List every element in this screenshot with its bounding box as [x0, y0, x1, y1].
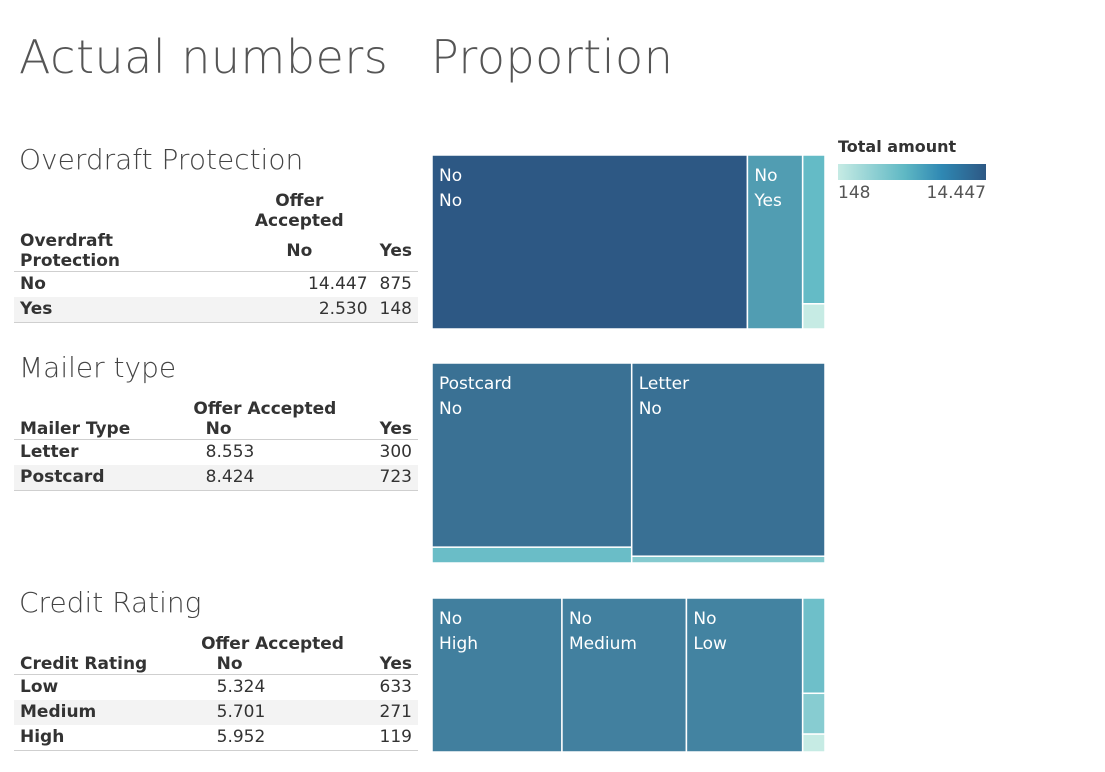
legend-max-label: 14.447 — [926, 183, 986, 203]
cell-no: 8.553 — [205, 442, 255, 462]
treemap-cell[interactable] — [801, 155, 825, 305]
row-label: Postcard — [14, 465, 168, 491]
column-header-no: No — [225, 231, 374, 272]
legend-min-label: 148 — [838, 183, 871, 203]
cell-no: 5.701 — [210, 700, 365, 725]
row-label: Yes — [14, 297, 214, 323]
table-row: Letter 8.553 300 — [14, 440, 418, 466]
treemap-cell[interactable] — [801, 303, 825, 329]
treemap-cell-label: No — [439, 191, 462, 211]
treemap-cell-label: No — [439, 166, 462, 186]
column-header-yes: Yes — [364, 654, 418, 675]
treemap-cell-label: No — [693, 609, 716, 629]
treemap-cell[interactable] — [801, 692, 825, 735]
section-title-credit: Credit Rating — [19, 586, 202, 619]
treemap-cell[interactable] — [630, 363, 825, 557]
row-label: No — [20, 274, 46, 294]
row-label: Low — [20, 677, 59, 697]
treemap-cell[interactable] — [432, 155, 749, 329]
column-header-no: No — [199, 419, 363, 440]
color-legend: Total amount 148 14.447 — [838, 137, 986, 203]
treemap-cell[interactable] — [561, 598, 688, 752]
row-header: Credit Rating — [14, 654, 181, 675]
crosstab-mailer: Offer Accepted Mailer Type No Yes Letter… — [14, 399, 418, 491]
treemap-cell-label: Yes — [753, 191, 782, 211]
proportion-title: Proportion — [431, 30, 674, 84]
column-header-yes: Yes — [373, 231, 418, 272]
legend-title: Total amount — [838, 137, 957, 156]
crosstab-overdraft: Offer Accepted Overdraft Protection No Y… — [14, 191, 418, 323]
cell-no: 5.952 — [210, 725, 365, 751]
table-row: Low 5.324 633 — [14, 675, 418, 701]
column-header-yes: Yes — [362, 419, 418, 440]
cell-yes: 723 — [362, 465, 418, 491]
section-title-overdraft: Overdraft Protection — [19, 143, 304, 176]
treemap-cell-label: Postcard — [439, 374, 512, 394]
treemap-cell[interactable] — [432, 363, 633, 548]
treemap-cell[interactable] — [801, 733, 825, 752]
treemap-cell-label: Letter — [639, 374, 689, 394]
row-label: Letter — [20, 442, 79, 462]
cell-yes: 633 — [379, 677, 412, 697]
cell-yes: 271 — [364, 700, 418, 725]
treemap-cell-label: No — [754, 166, 777, 186]
cell-no: 8.424 — [199, 465, 363, 491]
cell-no: 2.530 — [225, 297, 374, 323]
treemap-cell-label: No — [569, 609, 592, 629]
treemap-cell[interactable] — [630, 555, 825, 563]
table-row: Yes 2.530 148 — [14, 297, 418, 323]
treemap-overdraft: No No No Yes — [432, 155, 825, 329]
actual-numbers-title: Actual numbers — [19, 30, 389, 84]
cell-yes: 875 — [379, 274, 412, 294]
treemap-cell[interactable] — [746, 155, 804, 329]
treemap-cell-label: High — [439, 634, 478, 654]
table-row: No 14.447 875 — [14, 272, 418, 298]
cell-yes: 148 — [373, 297, 418, 323]
column-group-header: Offer Accepted — [254, 191, 344, 231]
treemap-credit: No High No Medium No Low — [432, 598, 825, 752]
treemap-cell-label: No — [439, 609, 462, 629]
table-row: Postcard 8.424 723 — [14, 465, 418, 491]
treemap-cell-label: No — [639, 399, 662, 419]
table-row: Medium 5.701 271 — [14, 700, 418, 725]
cell-yes: 300 — [379, 442, 412, 462]
treemap-cell-label: Medium — [569, 634, 637, 654]
crosstab-credit: Offer Accepted Credit Rating No Yes Low … — [14, 634, 418, 751]
treemap-mailer: Postcard No Letter No — [432, 363, 825, 563]
row-label: High — [14, 725, 181, 751]
section-title-mailer: Mailer type — [19, 351, 177, 384]
cell-no: 5.324 — [216, 677, 266, 697]
column-group-header: Offer Accepted — [193, 399, 337, 419]
table-row: High 5.952 119 — [14, 725, 418, 751]
treemap-cell[interactable] — [432, 546, 633, 563]
treemap-cell-label: Low — [693, 634, 727, 654]
column-group-header: Offer Accepted — [201, 634, 344, 654]
row-header: Mailer Type — [14, 419, 168, 440]
row-header: Overdraft Protection — [14, 231, 214, 272]
treemap-cell-label: No — [439, 399, 462, 419]
cell-yes: 119 — [364, 725, 418, 751]
cell-no: 14.447 — [308, 274, 368, 294]
legend-gradient — [838, 164, 986, 180]
treemap-cell[interactable] — [432, 598, 563, 752]
column-header-no: No — [210, 654, 365, 675]
treemap-cell[interactable] — [801, 598, 825, 695]
row-label: Medium — [14, 700, 181, 725]
